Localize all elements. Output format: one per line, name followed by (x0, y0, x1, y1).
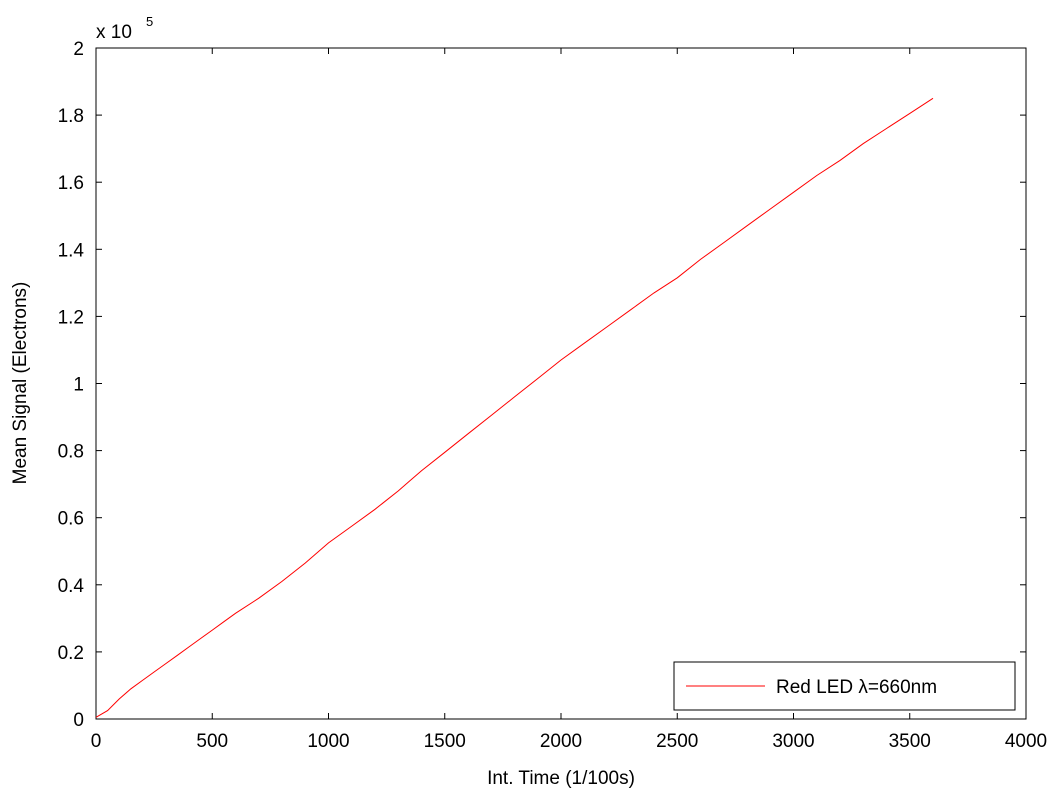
y-tick-label: 0.6 (58, 509, 84, 530)
legend-label: Red LED λ=660nm (776, 677, 937, 698)
y-multiplier-label: x 10 (96, 22, 132, 43)
y-tick-label: 2 (73, 39, 84, 60)
y-tick-label: 1.2 (58, 307, 84, 328)
series-line-red-led (95, 97, 934, 718)
y-tick-label: 1 (73, 375, 84, 396)
x-tick-label: 2500 (656, 731, 698, 752)
y-tick-label: 1.8 (58, 106, 84, 127)
x-tick-label: 1500 (424, 731, 466, 752)
y-multiplier-exponent: 5 (146, 14, 153, 29)
legend: Red LED λ=660nm (673, 661, 1016, 711)
y-tick-label: 0.8 (58, 442, 84, 463)
x-tick-label: 3500 (889, 731, 931, 752)
x-tick-label: 500 (196, 731, 228, 752)
x-axis-label: Int. Time (1/100s) (487, 768, 635, 789)
plot-area (95, 47, 1027, 720)
x-tick-label: 3000 (772, 731, 814, 752)
y-tick-label: 1.4 (58, 240, 85, 261)
x-tick-label: 2000 (540, 731, 582, 752)
x-tick-label: 1000 (307, 731, 349, 752)
y-tick-labels: 0 0.2 0.4 0.6 0.8 1 1.2 1.4 1.6 1.8 2 (58, 39, 85, 731)
y-axis-label: Mean Signal (Electrons) (10, 282, 31, 485)
y-tick-label: 0 (73, 710, 84, 731)
y-tick-label: 0.2 (58, 643, 84, 664)
y-tick-label: 0.4 (58, 576, 85, 597)
series-points (95, 98, 934, 718)
y-tick-label: 1.6 (58, 173, 84, 194)
x-tick-label: 4000 (1005, 731, 1047, 752)
axis-ticks (95, 47, 1027, 720)
x-tick-labels: 0 500 1000 1500 2000 2500 3000 3500 4000 (91, 731, 1047, 752)
x-tick-label: 0 (91, 731, 102, 752)
